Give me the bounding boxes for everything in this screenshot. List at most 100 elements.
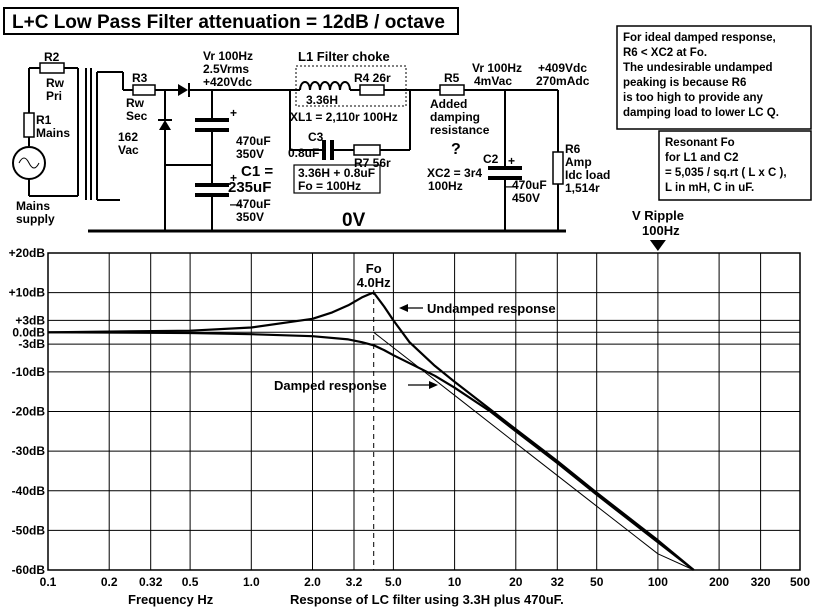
xc2-line2: 100Hz xyxy=(428,179,463,193)
diode2-icon xyxy=(159,120,171,130)
x-tick-label: 20 xyxy=(509,575,523,589)
r1-name: R1 xyxy=(36,113,52,127)
resonance-line2: Fo = 100Hz xyxy=(298,179,361,193)
note1-line: is too high to provide any xyxy=(623,92,764,104)
sec-voltage-line2: Vac xyxy=(118,143,139,157)
y-tick-label: -10dB xyxy=(12,365,46,379)
ripple-line2: 100Hz xyxy=(642,223,680,238)
l1-label: L1 Filter choke xyxy=(298,49,390,64)
y-tick-label: -40dB xyxy=(12,484,46,498)
y-tick-label: -20dB xyxy=(12,405,46,419)
r6-name: R6 xyxy=(565,142,581,156)
vr1-line1: Vr 100Hz xyxy=(203,49,253,63)
r6-line1: Amp xyxy=(565,155,592,169)
schematic-labels: R2 Rw Pri R1 Mains Mains supply R3 Rw Se… xyxy=(16,49,610,231)
r3-line1: Rw xyxy=(126,96,145,110)
fo-label-line2: 4.0Hz xyxy=(357,275,391,290)
vr1-line2: 2.5Vrms xyxy=(203,62,249,76)
r6-line2: Idc load xyxy=(565,168,610,182)
undamped-arrowhead-icon xyxy=(399,304,408,312)
note1-line: peaking is because R6 xyxy=(623,77,746,89)
undamped-response-line xyxy=(47,291,695,571)
r2-name: R2 xyxy=(44,50,60,64)
x-tick-label: 0.32 xyxy=(139,575,163,589)
c1b-minus: — xyxy=(230,197,242,211)
x-tick-label: 32 xyxy=(551,575,565,589)
r3-name: R3 xyxy=(132,71,148,85)
r7-label: R7 56r xyxy=(354,156,391,170)
r4-label: R4 26r xyxy=(354,71,391,85)
choke-outline xyxy=(295,65,407,107)
schematic: + + — + — xyxy=(12,62,566,233)
asymptote-line xyxy=(373,331,694,571)
c2-line2: 450V xyxy=(512,191,540,205)
y-tick-label: -50dB xyxy=(12,523,46,537)
vr2-line2: 4mVac xyxy=(474,74,512,88)
r5-name: R5 xyxy=(444,71,460,85)
note1-line: For ideal damped response, xyxy=(623,32,776,44)
c3-value: 0.8uF xyxy=(288,146,319,160)
x-tick-label: 5.0 xyxy=(385,575,402,589)
y-tick-label: -60dB xyxy=(12,563,46,577)
note2-line: L in mH, C in uF. xyxy=(665,182,754,194)
vr1-line3: +420Vdc xyxy=(203,75,252,89)
sec-voltage-line1: 162 xyxy=(118,130,138,144)
r1-resistor xyxy=(23,112,35,138)
fo-label-line1: Fo xyxy=(366,261,382,276)
supply-line1: Mains xyxy=(16,199,50,213)
x-tick-label: 200 xyxy=(709,575,729,589)
added-line3: resistance xyxy=(430,123,490,137)
y-tick-label: -3dB xyxy=(18,337,45,351)
x-tick-label: 10 xyxy=(448,575,462,589)
note2-line: for L1 and C2 xyxy=(665,152,738,164)
c2-line1: 470uF xyxy=(512,178,547,192)
note1-line: The undesirable undamped xyxy=(623,62,773,74)
r1-label: Mains xyxy=(36,126,70,140)
added-line2: damping xyxy=(430,110,480,124)
r4-resistor xyxy=(359,84,385,96)
x-tick-label: 1.0 xyxy=(243,575,260,589)
plot-frame xyxy=(47,252,801,571)
ripple-line1: V Ripple xyxy=(632,208,684,223)
y-tick-label: -30dB xyxy=(12,444,46,458)
r7-resistor xyxy=(353,144,381,156)
c1-line1: C1 = xyxy=(241,163,273,180)
y-tick-label: +20dB xyxy=(9,246,46,260)
supply-line2: supply xyxy=(16,212,55,226)
r2-line1: Rw xyxy=(46,76,65,90)
dc-line1: +409Vdc xyxy=(538,61,587,75)
l1-value: 3.36H xyxy=(306,93,338,107)
x-tick-label: 320 xyxy=(751,575,771,589)
zero-v-label: 0V xyxy=(342,210,366,231)
undamped-label: Undamped response xyxy=(427,301,556,316)
r6-line3: 1,514r xyxy=(565,181,600,195)
damped-label: Damped response xyxy=(274,378,387,393)
dc-line2: 270mAdc xyxy=(536,74,590,88)
note1-line: damping load to lower LC Q. xyxy=(623,107,779,119)
cap-b-line1: 470uF xyxy=(236,197,271,211)
x-tick-label: 2.0 xyxy=(304,575,321,589)
note2-line: = 5,035 / sq.rt ( L x C ), xyxy=(665,167,787,179)
note2-line: Resonant Fo xyxy=(665,137,735,149)
c1a-plus: + xyxy=(230,106,237,120)
ripple-marker-icon xyxy=(649,240,666,251)
note1-line: R6 < XC2 at Fo. xyxy=(623,47,707,59)
x-tick-label: 3.2 xyxy=(346,575,363,589)
damped-response-line xyxy=(47,331,695,571)
cap-b-line2: 350V xyxy=(236,210,264,224)
resonance-line1: 3.36H + 0.8uF xyxy=(298,166,375,180)
c2-plus: + xyxy=(508,154,515,168)
c3-name: C3 xyxy=(308,130,324,144)
note-resonance-text: Resonant Fo for L1 and C2 = 5,035 / sq.r… xyxy=(665,137,787,194)
c1b-plus: + xyxy=(230,171,237,185)
xc2-line1: XC2 = 3r4 xyxy=(427,166,482,180)
r5-resistor xyxy=(439,84,465,96)
note-damping-text: For ideal damped response, R6 < XC2 at F… xyxy=(623,32,779,119)
note-box-damping xyxy=(616,25,812,130)
c2-minus: — xyxy=(505,179,517,193)
title-box xyxy=(3,7,459,35)
c1-line2: 235uF xyxy=(228,179,271,196)
page-title: L+C Low Pass Filter attenuation = 12dB /… xyxy=(12,12,445,33)
cap-a-line2: 350V xyxy=(236,147,264,161)
y-tick-label: 0.0dB xyxy=(12,325,45,339)
